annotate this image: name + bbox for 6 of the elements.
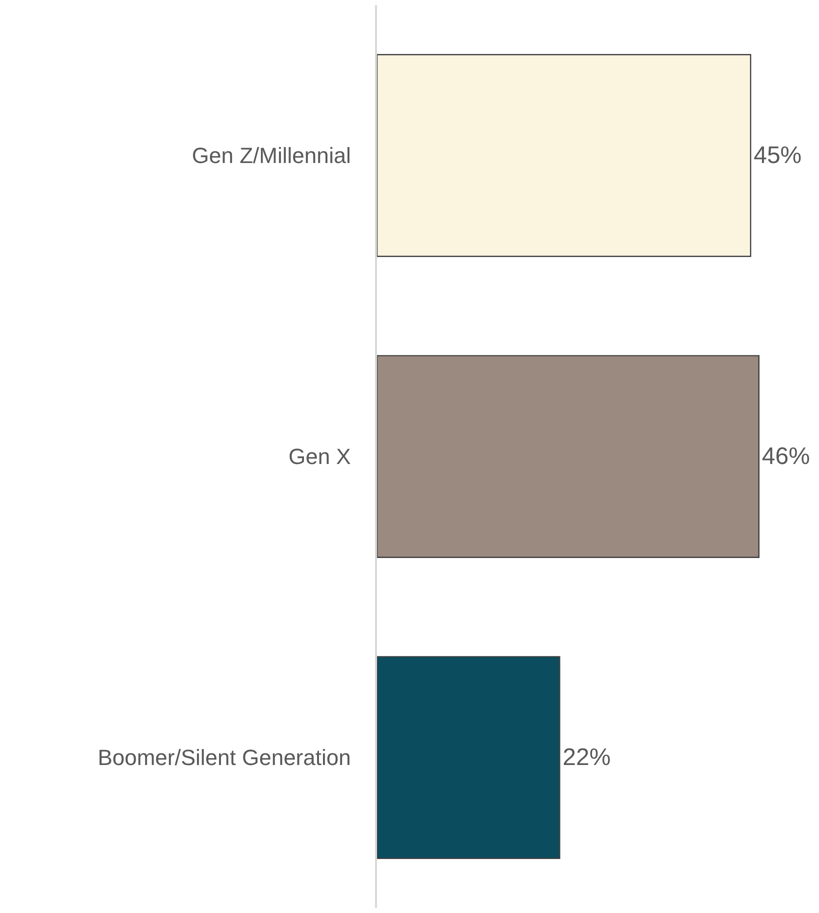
y-tick-label: Gen Z/Millennial: [192, 143, 351, 168]
data-label: 46%: [762, 443, 810, 470]
y-tick-label: Boomer/Silent Generation: [98, 745, 351, 770]
y-tick-label: Gen X: [288, 444, 352, 470]
data-label: 45%: [754, 142, 802, 169]
data-label: 22%: [562, 744, 611, 772]
